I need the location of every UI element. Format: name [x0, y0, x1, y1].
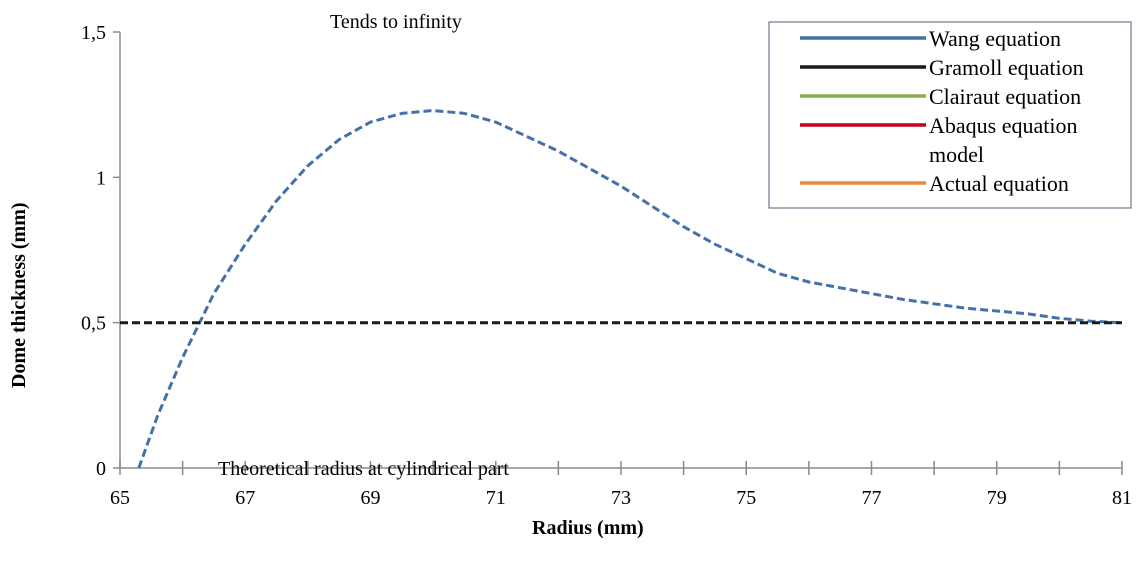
legend-box — [768, 21, 1132, 209]
x-tick-label: 71 — [486, 487, 506, 509]
legend-label: model — [929, 142, 984, 167]
y-tick-label: 0 — [96, 458, 106, 480]
series-line-wang-equation — [137, 109, 1123, 469]
y-tick-label: 0,5 — [81, 313, 106, 335]
annotation-theoretical-radius: Theoretical radius at cylindrical part — [218, 458, 509, 480]
annotation-tends-to-infinity: Tends to infinity — [330, 11, 462, 33]
x-tick-label: 81 — [1112, 487, 1132, 509]
legend-label: Actual equation — [929, 171, 1069, 196]
y-axis-title: Dome thickness (mm) — [8, 202, 30, 388]
series-layer — [120, 109, 1123, 469]
y-tick-label: 1 — [96, 167, 106, 189]
legend-label: Wang equation — [929, 26, 1061, 51]
x-tick-label: 75 — [736, 487, 756, 509]
x-tick-label: 67 — [235, 487, 255, 509]
legend-label: Abaqus equation — [929, 113, 1077, 138]
legend: Wang equation Gramoll equation Clairaut eq… — [768, 21, 1132, 209]
x-tick-label: 69 — [361, 487, 381, 509]
x-tick-label: 79 — [987, 487, 1007, 509]
x-tick-label: 73 — [611, 487, 631, 509]
x-axis-title: Radius (mm) — [532, 517, 644, 539]
plot-area: 0 0,5 1 1,5 65 67 69 71 73 75 77 79 81 — [81, 22, 1132, 509]
x-tick-label: 77 — [862, 487, 882, 509]
legend-label: Clairaut equation — [929, 84, 1081, 109]
legend-items: Wang equation Gramoll equation Clairaut eq… — [800, 26, 1084, 196]
y-tick-label: 1,5 — [81, 22, 106, 44]
y-ticks: 0 0,5 1 1,5 — [81, 22, 120, 480]
x-tick-label: 65 — [110, 487, 130, 509]
legend-label: Gramoll equation — [929, 55, 1084, 80]
x-ticks: 65 67 69 71 73 75 77 79 81 — [110, 461, 1132, 509]
